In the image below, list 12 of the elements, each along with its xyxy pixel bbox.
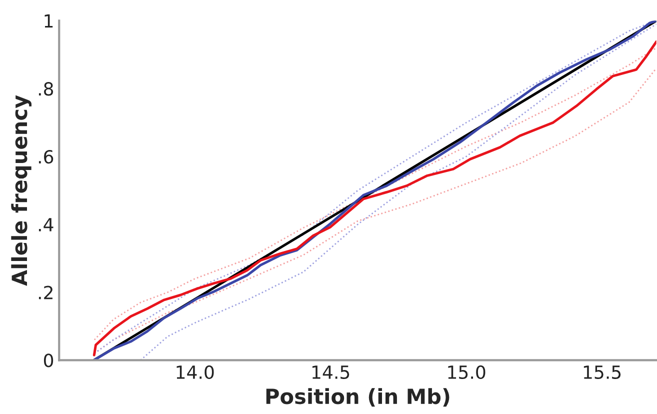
y-tick-label: .6 — [38, 150, 54, 164]
y-tick-label: .8 — [38, 82, 54, 96]
x-tick-label: 14.5 — [312, 366, 350, 380]
y-tick-label: .4 — [38, 218, 54, 232]
x-tick-label: 14.0 — [176, 365, 214, 380]
x-tick-label: 15.0 — [448, 365, 486, 380]
y-tick-label: .2 — [38, 286, 52, 300]
y-tick-label: 1 — [44, 14, 53, 28]
y-axis-title: Allele frequency — [11, 95, 32, 286]
x-tick-label: 15.5 — [584, 366, 621, 380]
y-tick-label: 0 — [44, 354, 54, 368]
x-axis-title: Position (in Mb) — [266, 388, 450, 407]
